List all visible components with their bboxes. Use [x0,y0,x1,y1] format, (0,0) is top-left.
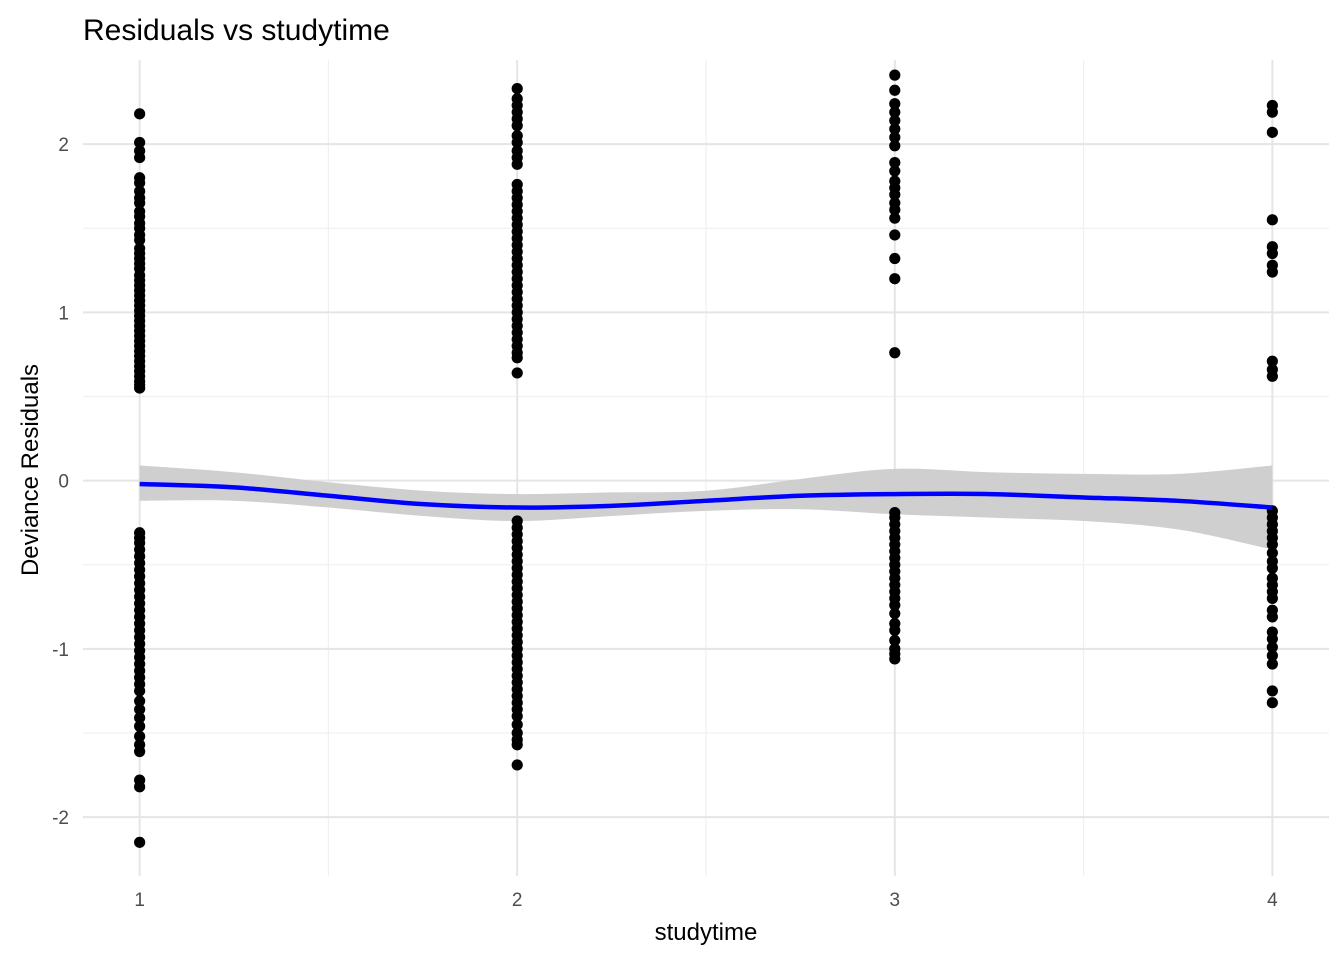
data-point [134,234,146,246]
x-axis-label: studytime [655,919,758,946]
data-point [1266,658,1278,670]
data-point [134,712,146,724]
data-point [1266,370,1278,382]
data-point [134,730,146,742]
data-point [1266,611,1278,623]
y-axis-label: Deviance Residuals [17,364,44,576]
data-point [889,98,901,110]
x-tick-label: 3 [889,890,900,911]
data-point [511,158,523,170]
data-point [889,624,901,636]
data-point [889,106,901,118]
data-point [889,607,901,620]
data-point [1266,106,1278,118]
data-point [134,781,146,793]
data-point [1266,547,1278,559]
data-point [1266,355,1278,367]
data-point [1266,649,1278,662]
y-tick-label: 2 [58,135,69,156]
data-point [134,177,146,189]
data-point [1266,126,1278,138]
y-tick-label: 0 [58,472,69,493]
data-point [889,347,901,359]
data-point [1266,538,1278,551]
x-tick-labels: 1 2 3 4 [134,890,1278,911]
data-point [511,83,523,95]
data-point [889,204,901,216]
data-point [889,131,901,143]
data-point [511,759,523,771]
data-point [1266,633,1278,645]
data-point [1266,697,1278,709]
data-point [134,108,146,120]
data-point [511,710,523,722]
data-point [1266,592,1278,604]
data-point [889,114,901,127]
data-point [889,599,901,611]
data-point [134,745,146,758]
data-point [134,685,146,697]
data-point [134,151,146,164]
grid [83,60,1329,876]
data-point [889,84,901,96]
smooth-line-layer [139,481,1273,510]
data-point [889,69,901,81]
y-tick-label: -1 [52,640,69,661]
x-tick-label: 2 [512,890,523,911]
data-point [889,140,901,152]
chart-title: Residuals vs studytime [83,14,390,47]
smooth-line [139,481,1273,510]
y-tick-label: -2 [52,808,69,829]
data-point [1266,247,1278,260]
data-point [511,718,523,731]
data-point [134,836,146,848]
data-point [889,165,901,177]
data-point [889,212,901,224]
data-point [134,720,146,732]
y-tick-label: 1 [58,303,69,324]
data-point [511,120,523,132]
data-point [889,188,901,201]
data-point [889,157,901,169]
x-tick-label: 4 [1267,890,1278,911]
data-point [134,695,146,707]
data-point [134,703,146,716]
data-point [1266,214,1278,226]
data-point [1266,266,1278,278]
x-tick-label: 1 [134,890,145,911]
data-point [511,739,523,751]
data-point [889,653,901,665]
data-point [889,273,901,285]
data-point [889,123,901,135]
data-point [889,229,901,241]
data-point [1266,685,1278,697]
data-point [1266,562,1278,574]
data-point [889,252,901,265]
data-point [1266,641,1278,653]
data-point [134,197,146,209]
data-point [511,367,523,379]
data-point [134,382,146,394]
data-point [511,352,523,364]
data-point [889,634,901,647]
confidence-ribbon [139,465,1273,550]
points-layer [134,69,1278,848]
data-point [511,136,523,149]
y-tick-labels: -2 -1 0 1 2 [52,135,69,829]
data-point [134,136,146,149]
confidence-ribbon-layer [139,465,1273,550]
